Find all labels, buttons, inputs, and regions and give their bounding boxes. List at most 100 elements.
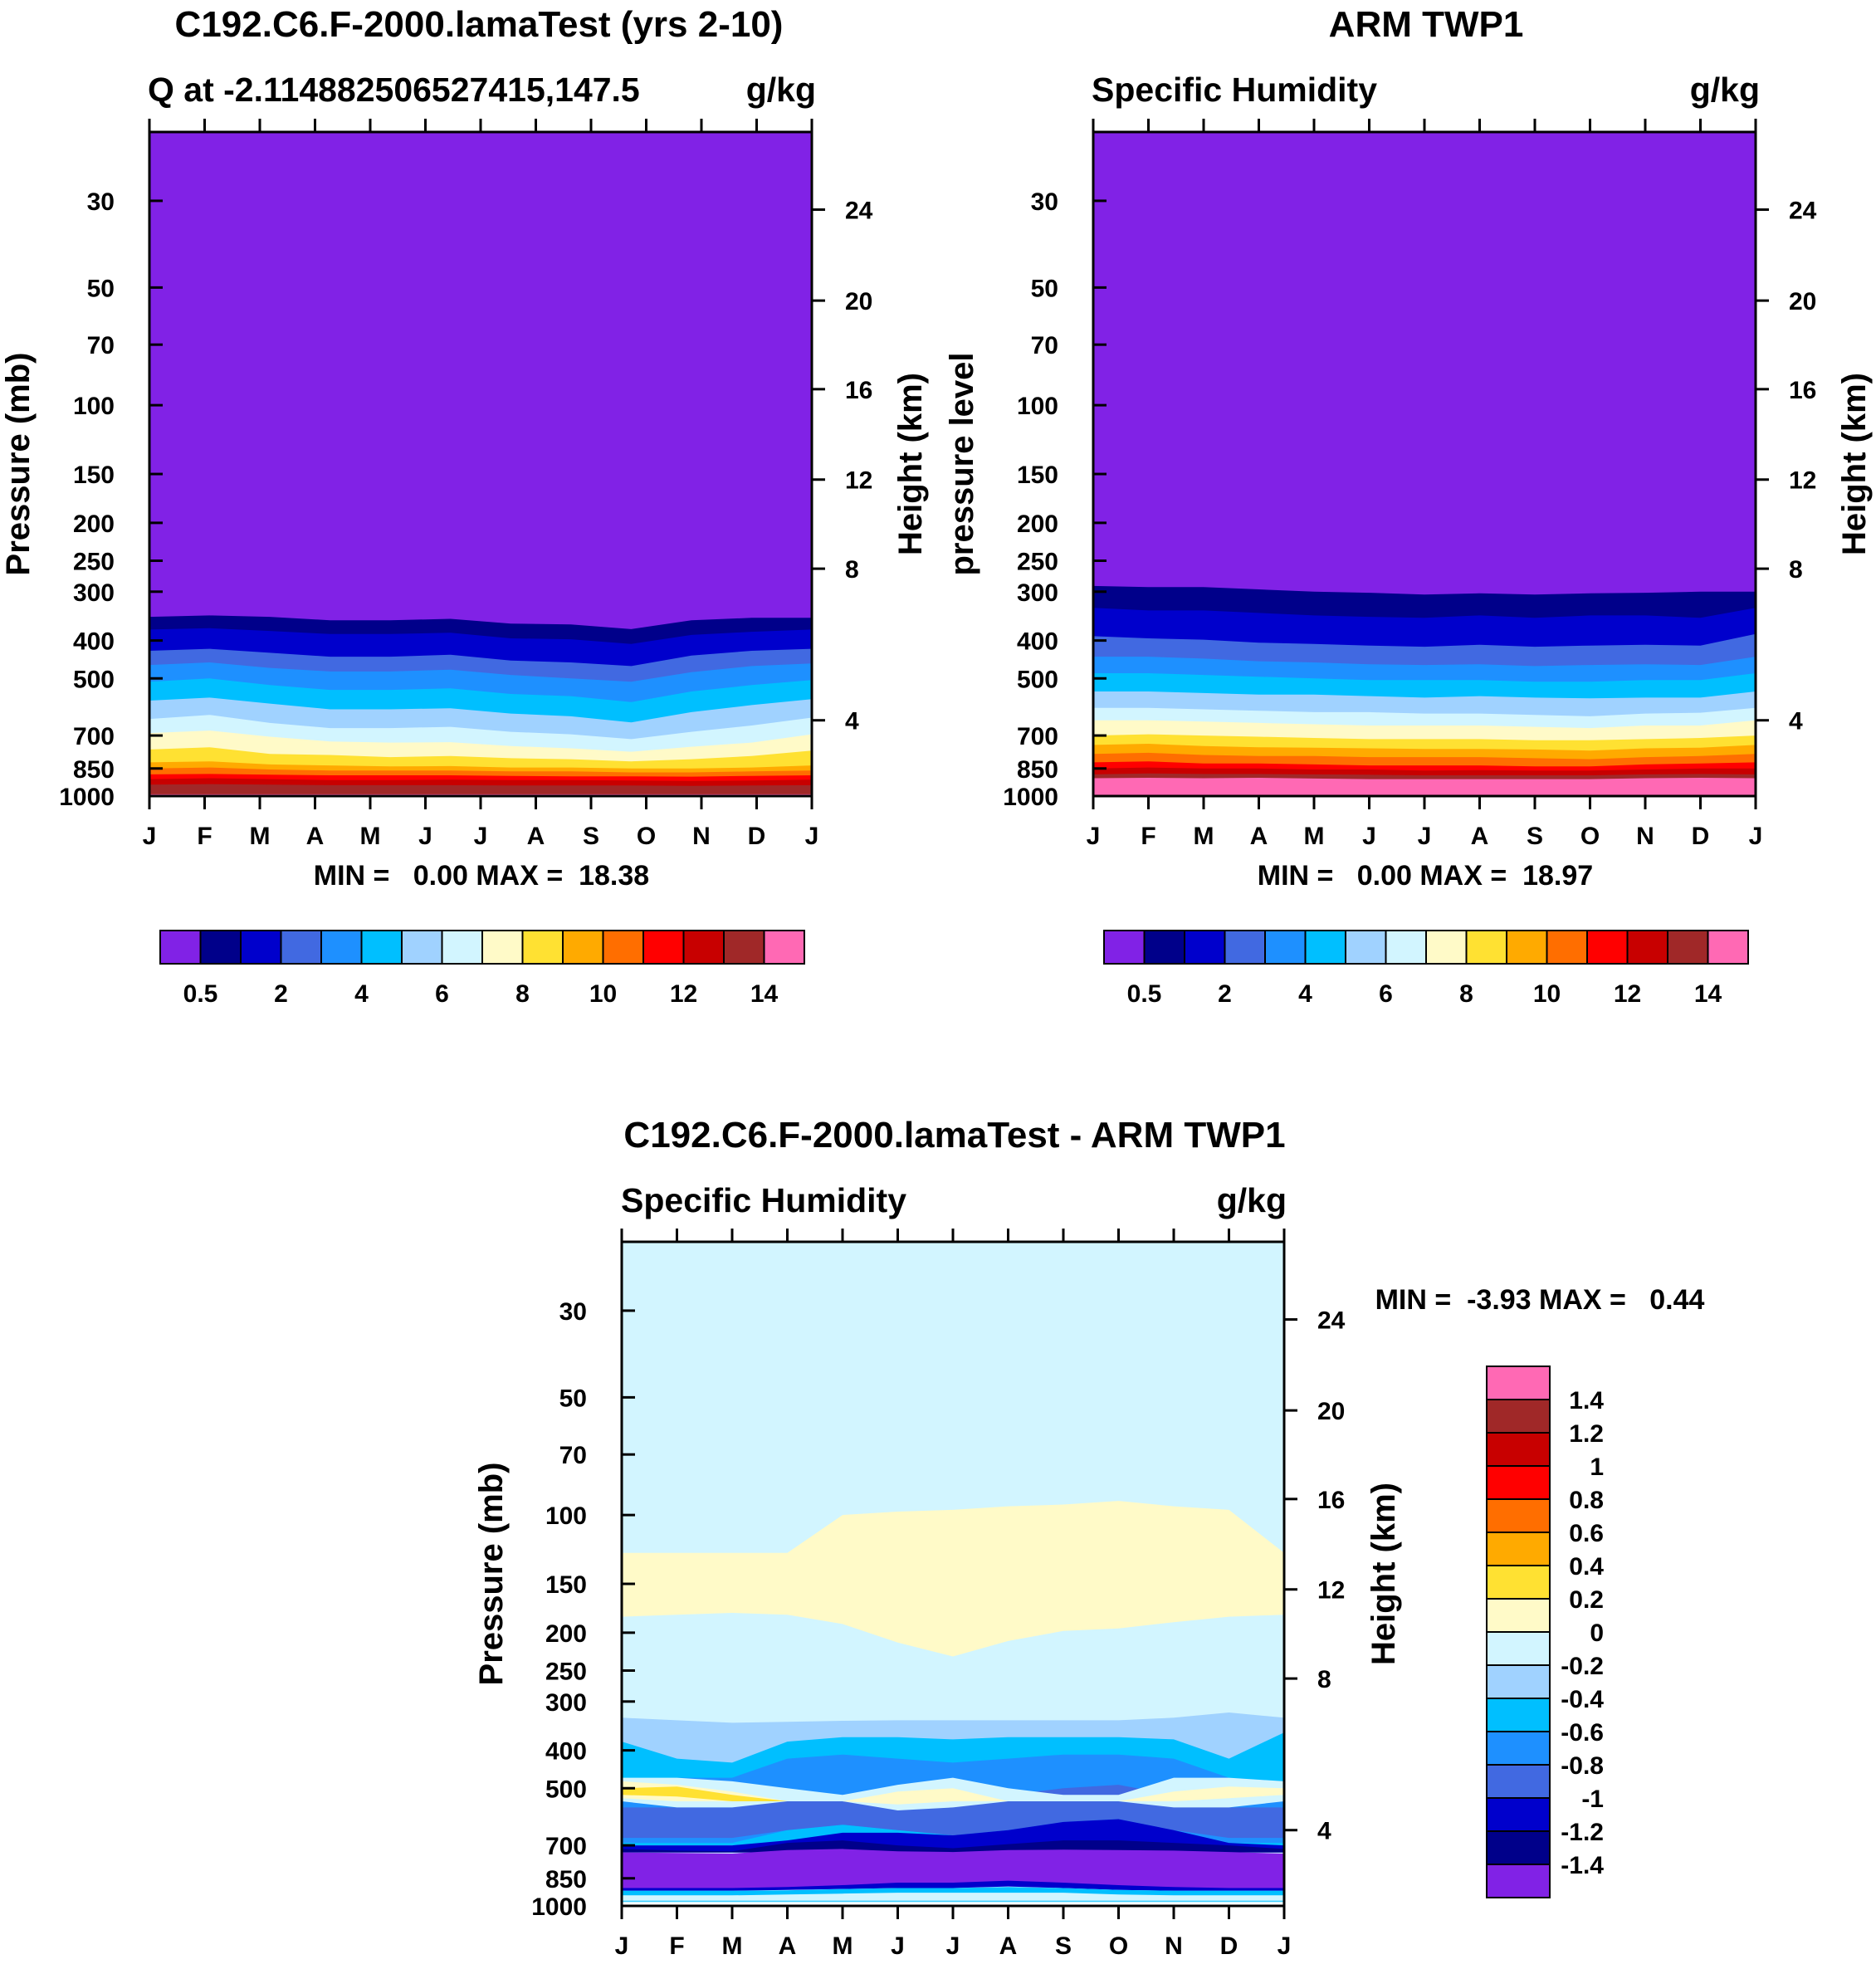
month-tick-label: F [1141,823,1155,850]
month-tick-label: J [615,1932,629,1960]
colorbar-label: 4 [354,980,369,1008]
panel-obs-colorbar: 0.5 2 4 6 8 10 12 14 [1103,930,1749,1008]
colorbar-label: -1 [1581,1786,1604,1813]
month-tick-label: J [1749,823,1763,850]
pressure-tick-label: 300 [73,579,115,607]
month-tick-label: N [1636,823,1654,850]
pressure-tick-label: 700 [545,1833,587,1860]
month-tick-label: M [722,1932,743,1960]
pressure-tick-label: 1000 [531,1893,587,1921]
pressure-tick-label: 150 [1017,462,1058,489]
panel-obs-ylabel-right: Height (km) [1836,373,1873,555]
colorbar-box [1586,930,1629,965]
month-tick-label: J [1362,823,1376,850]
month-tick-label: F [669,1932,684,1960]
pressure-tick-label: 850 [73,756,115,784]
panel-model-right-axis: 24 20 16 12 8 4 [812,198,873,735]
field-level-14 [149,784,812,796]
month-tick-label: D [748,823,766,850]
colorbar-label: 12 [670,980,697,1008]
month-tick-label: A [999,1932,1018,1960]
colorbar-label: 6 [435,980,449,1008]
colorbar-label: 10 [589,980,617,1008]
colorbar-box [1486,1698,1551,1732]
field-band-9 [622,1840,1284,1853]
pressure-tick-label: 50 [1031,275,1058,302]
pressure-tick-label: 500 [1017,666,1058,693]
field-level-15 [1093,778,1756,796]
panel-model-stats: MIN = 0.00 MAX = 18.38 [314,860,649,892]
height-tick-label: 20 [1789,288,1816,315]
pressure-tick-label: 1000 [1003,784,1058,811]
pressure-tick-label: 850 [1017,756,1058,784]
height-tick-label: 8 [1317,1666,1331,1693]
colorbar-box [562,930,604,965]
pressure-tick-label: 500 [73,666,115,693]
month-tick-label: M [360,823,381,850]
panel-model: C192.C6.F-2000.lamaTest (yrs 2-10) Q at … [0,4,929,1008]
colorbar-label: -1.4 [1561,1852,1604,1879]
field-band-6 [622,1781,1284,1805]
month-tick-label: O [1580,823,1600,850]
colorbar-label: 6 [1379,980,1393,1008]
colorbar-label: -0.4 [1561,1686,1604,1713]
pressure-tick-label: 300 [1017,579,1058,607]
pressure-tick-label: 250 [73,549,115,576]
panel-obs-right-axis: 24 20 16 12 8 4 [1756,198,1817,735]
colorbar-label: 14 [750,980,779,1008]
height-tick-label: 12 [1317,1577,1345,1605]
colorbar-box [763,930,805,965]
panel-diff-colorbar: 1.4 1.2 1 0.8 0.6 0.4 0.2 0 -0.2 -0.4 -0.6 -0.8 -1 -1… [1486,1366,1604,1898]
pressure-tick-label: 150 [73,462,115,489]
colorbar-box [1486,1432,1551,1467]
pressure-tick-label: 70 [1031,332,1058,359]
colorbar-box [521,930,564,965]
colorbar-box [1707,930,1749,965]
panel-obs-title: ARM TWP1 [1329,4,1524,45]
field-band-10 [622,1849,1284,1888]
colorbar-box [723,930,765,965]
pressure-tick-label: 200 [1017,511,1058,538]
panel-diff-stats: MIN = -3.93 MAX = 0.44 [1375,1284,1705,1316]
month-tick-label: D [1220,1932,1238,1960]
panel-obs-subtitle-left: Specific Humidity [1092,71,1377,109]
colorbar-box [1385,930,1427,965]
colorbar-label: 2 [274,980,288,1008]
pressure-tick-label: 70 [559,1442,587,1469]
colorbar-box [320,930,363,965]
month-tick-label: F [197,823,212,850]
month-tick-label: J [143,823,157,850]
pressure-tick-label: 100 [545,1502,587,1530]
panel-obs-stats: MIN = 0.00 MAX = 18.97 [1258,860,1593,892]
panel-diff-fill [622,1242,1284,1906]
pressure-tick-label: 150 [545,1571,587,1599]
colorbar-box [1486,1399,1551,1434]
colorbar-label: 12 [1614,980,1641,1008]
field-band-13 [622,1893,1284,1901]
pressure-tick-label: 250 [545,1659,587,1686]
pressure-tick-label: 30 [87,188,115,216]
height-tick-label: 4 [1317,1818,1331,1845]
field-band-11 [622,1880,1284,1891]
colorbar-label: 1.2 [1569,1420,1604,1448]
pressure-tick-label: 850 [545,1866,587,1893]
month-tick-label: N [1165,1932,1183,1960]
pressure-tick-label: 100 [1017,393,1058,420]
colorbar-box [1486,1498,1551,1533]
panel-obs-subtitle-right: g/kg [1690,71,1760,109]
colorbar-box [441,930,483,965]
colorbar-box [1506,930,1548,965]
height-tick-label: 24 [845,198,873,225]
panel-model-subtitle-left: Q at -2.114882506527415,147.5 [148,71,640,109]
colorbar-box [1486,1631,1551,1666]
pressure-tick-label: 500 [545,1776,587,1803]
colorbar-box [1486,1465,1551,1500]
height-tick-label: 24 [1317,1307,1346,1335]
pressure-tick-label: 400 [73,628,115,656]
colorbar-label: -0.6 [1561,1719,1604,1747]
colorbar-box [1667,930,1709,965]
month-tick-label: J [891,1932,905,1960]
colorbar-box [1103,930,1146,965]
colorbar-box [1425,930,1468,965]
